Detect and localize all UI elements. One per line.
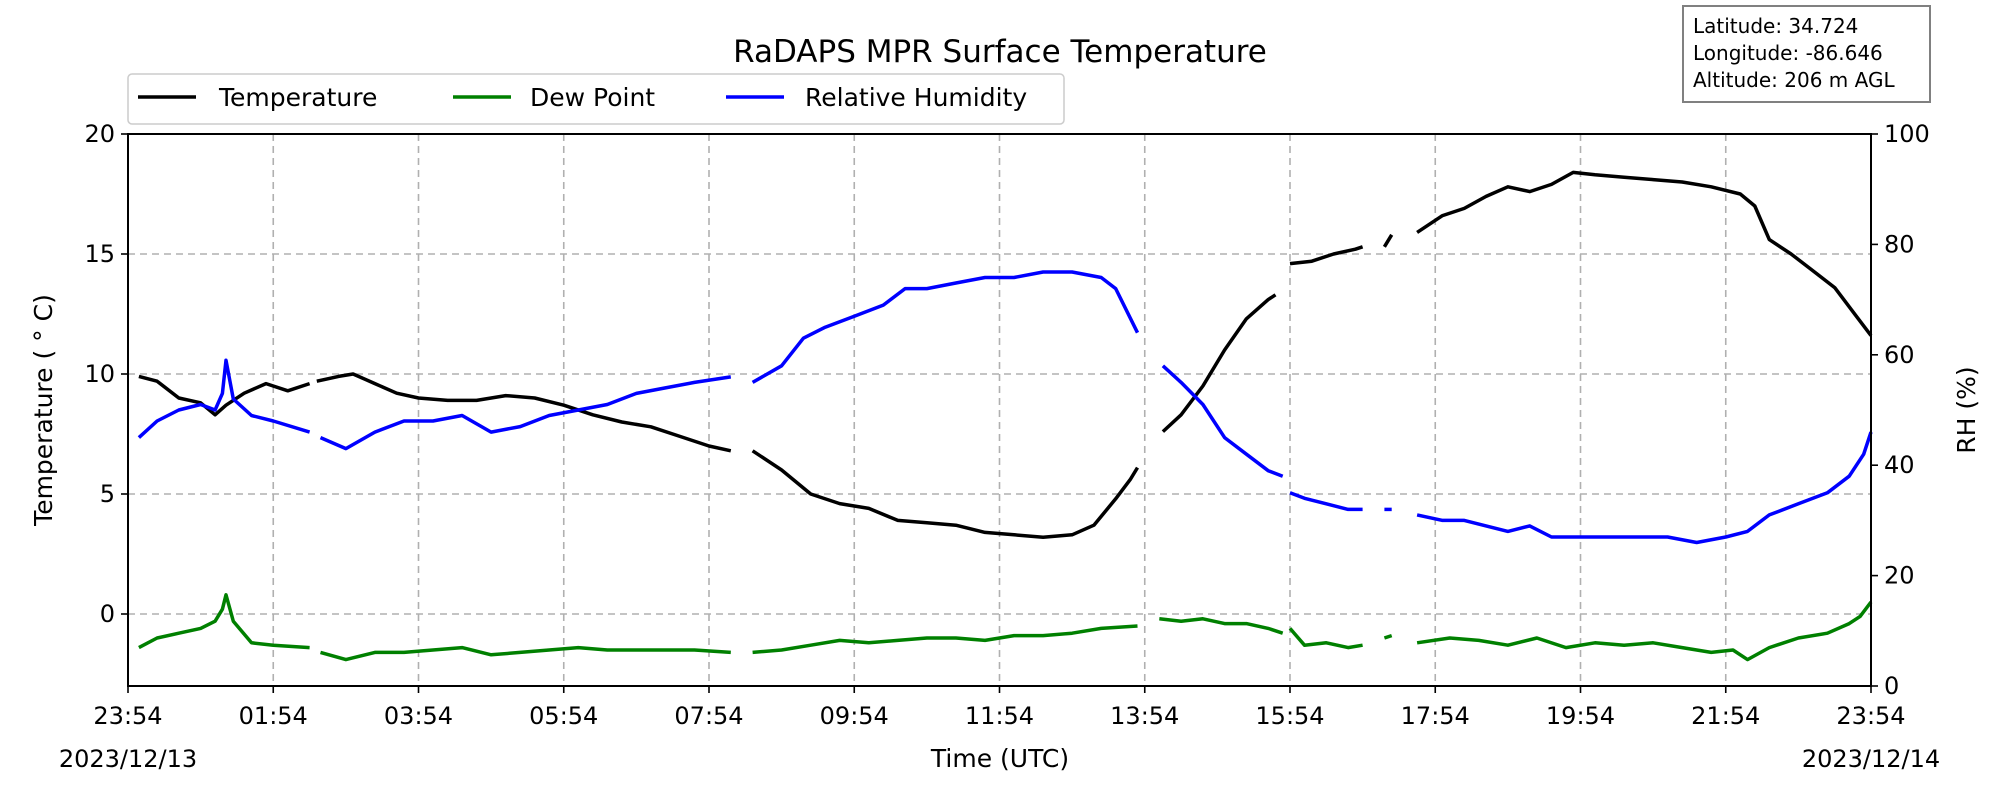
- series-line-temperature: [316, 372, 732, 453]
- y-right-tick-label: 60: [1884, 341, 1915, 369]
- altitude-text: Altitude: 206 m AGL: [1693, 68, 1895, 92]
- series-line-dew-point: [752, 624, 1138, 655]
- x-tick-label: 17:54: [1401, 702, 1470, 730]
- legend: Temperature Dew Point Relative Humidity: [127, 73, 1065, 125]
- y-axis-right-label: RH (%): [1952, 366, 1981, 453]
- x-tick-label: 19:54: [1546, 702, 1615, 730]
- series-line-temperature: [1416, 170, 1873, 337]
- series-line-relative-humidity: [1289, 491, 1363, 512]
- series-line-dew-point: [1288, 627, 1363, 650]
- x-tick-label: 21:54: [1691, 702, 1760, 730]
- y-right-tick-label: 40: [1884, 451, 1915, 479]
- series-line-dew-point: [138, 593, 310, 650]
- series-line-temperature: [1161, 293, 1277, 433]
- y-right-tick-label: 20: [1884, 562, 1915, 590]
- legend-label-temperature: Temperature: [218, 83, 377, 112]
- y-right-tick-label: 100: [1884, 120, 1930, 148]
- series-line-relative-humidity: [1161, 364, 1284, 478]
- x-tick-label: 07:54: [674, 702, 743, 730]
- location-info-box: Latitude: 34.724 Longitude: -86.646 Alti…: [1682, 5, 1931, 103]
- series-line-temperature: [138, 374, 311, 417]
- series-line-dew-point: [320, 645, 731, 662]
- x-tick-label: 01:54: [239, 702, 308, 730]
- end-date-label: 2023/12/14: [1802, 745, 1940, 773]
- y-axis-label: Temperature ( ° C): [29, 294, 58, 527]
- start-date-label: 2023/12/13: [59, 745, 197, 773]
- x-tick-label: 09:54: [820, 702, 889, 730]
- x-tick-label: 23:54: [1836, 702, 1905, 730]
- x-tick-label: 11:54: [965, 702, 1034, 730]
- series-line-relative-humidity: [137, 358, 311, 439]
- legend-label-dew-point: Dew Point: [530, 83, 655, 112]
- y-tick-label: 0: [100, 600, 115, 628]
- x-tick-label: 13:54: [1110, 702, 1179, 730]
- series-line-temperature: [1382, 233, 1394, 248]
- y-axis-left: 0 5 10 15 20: [84, 120, 128, 628]
- grid-lines: [128, 134, 1871, 686]
- y-axis-right: 0 20 40 60 80 100: [1871, 120, 1930, 700]
- series-line-relative-humidity: [1416, 431, 1873, 545]
- series-line-dew-point: [1159, 617, 1284, 635]
- series-line-relative-humidity: [319, 375, 732, 451]
- series-line-temperature: [1289, 245, 1364, 266]
- y-tick-label: 20: [84, 120, 115, 148]
- latitude-text: Latitude: 34.724: [1693, 14, 1858, 38]
- x-tick-label: 05:54: [529, 702, 598, 730]
- x-tick-label: 15:54: [1255, 702, 1324, 730]
- info-box-frame: [1682, 5, 1931, 103]
- legend-label-relative-humidity: Relative Humidity: [805, 83, 1027, 112]
- series-line-dew-point: [1383, 633, 1393, 640]
- x-axis-label: Time (UTC): [930, 744, 1069, 773]
- series-line-temperature: [751, 449, 1139, 539]
- x-tick-label: 03:54: [384, 702, 453, 730]
- series-line-relative-humidity: [751, 270, 1140, 384]
- series-line-dew-point: [1416, 600, 1873, 662]
- x-axis: 23:54 01:54 03:54 05:54 07:54 09:54 11:54 13:54…: [93, 686, 1906, 730]
- x-tick-label: 23:54: [93, 702, 162, 730]
- y-right-tick-label: 80: [1884, 230, 1915, 258]
- chart-title: RaDAPS MPR Surface Temperature: [733, 34, 1267, 70]
- y-tick-label: 15: [84, 240, 115, 268]
- y-tick-label: 10: [84, 360, 115, 388]
- series-lines: [137, 170, 1873, 662]
- y-right-tick-label: 0: [1884, 672, 1899, 700]
- y-tick-label: 5: [100, 480, 115, 508]
- legend-box: [127, 73, 1065, 125]
- longitude-text: Longitude: -86.646: [1693, 41, 1883, 65]
